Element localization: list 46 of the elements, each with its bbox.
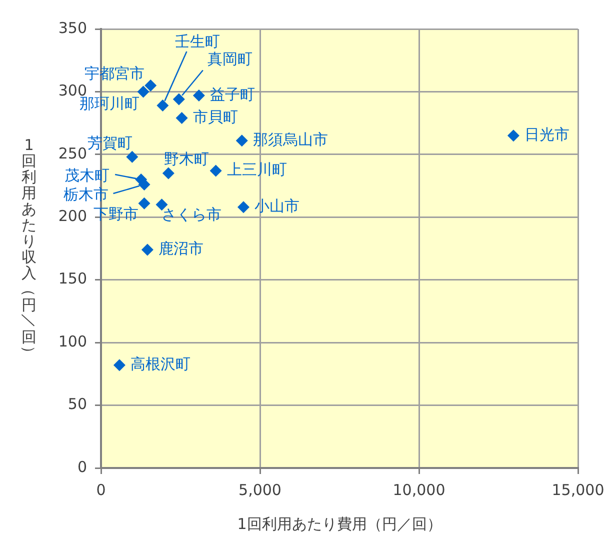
point: [236, 134, 248, 147]
annotation: 那須烏山市: [252, 130, 328, 149]
y-tick-label: 250: [58, 144, 87, 162]
annotation: 壬生町: [175, 32, 220, 50]
annotation: 野木町: [164, 150, 209, 168]
x-axis-title: 1回利用あたり費用（円／回）: [237, 514, 442, 533]
annotation: 芳賀町: [88, 134, 133, 152]
annotation: 上三川町: [226, 160, 287, 179]
point: [172, 93, 185, 106]
x-tick-label: 15,000: [552, 480, 604, 499]
annotation: 茂木町: [64, 166, 110, 184]
text: 1回利用あたり収入（円／回）: [20, 136, 38, 360]
point: [210, 164, 222, 177]
x-tick-label: 0: [96, 480, 106, 499]
annotation: 市貝町: [192, 108, 238, 126]
annotation: 宇都宮市: [84, 64, 145, 82]
point: [192, 89, 205, 102]
annotation: 栃木市: [64, 185, 109, 204]
annotation: 日光市: [524, 126, 570, 144]
annotation: 真岡町: [207, 50, 252, 68]
point: [144, 79, 157, 92]
annotation: 鹿沼市: [158, 240, 204, 258]
point: [137, 86, 150, 98]
point: [138, 197, 150, 210]
annotation: 小山市: [254, 197, 300, 215]
point: [507, 130, 520, 142]
point: [237, 201, 250, 214]
y-tick-label: 350: [58, 18, 87, 37]
x-tick-label: 5,000: [238, 480, 282, 499]
annotation: 高根沢町: [130, 355, 190, 374]
x-tick-label: 10,000: [392, 480, 446, 499]
y-tick-label: 200: [58, 207, 87, 226]
y-tick-label: 50: [68, 395, 87, 414]
y-tick-label: 150: [58, 270, 87, 288]
point: [176, 112, 188, 124]
point: [162, 167, 174, 180]
point: [141, 244, 154, 256]
point: [156, 100, 169, 112]
point: [138, 178, 150, 191]
annotation: さくら市: [162, 205, 222, 224]
annotation: 下野市: [94, 205, 139, 224]
point: [126, 150, 138, 163]
y-tick-label: 100: [58, 332, 87, 350]
y-tick-label: 0: [77, 458, 87, 476]
point: [113, 359, 126, 372]
annotation: 益子町: [210, 85, 255, 104]
